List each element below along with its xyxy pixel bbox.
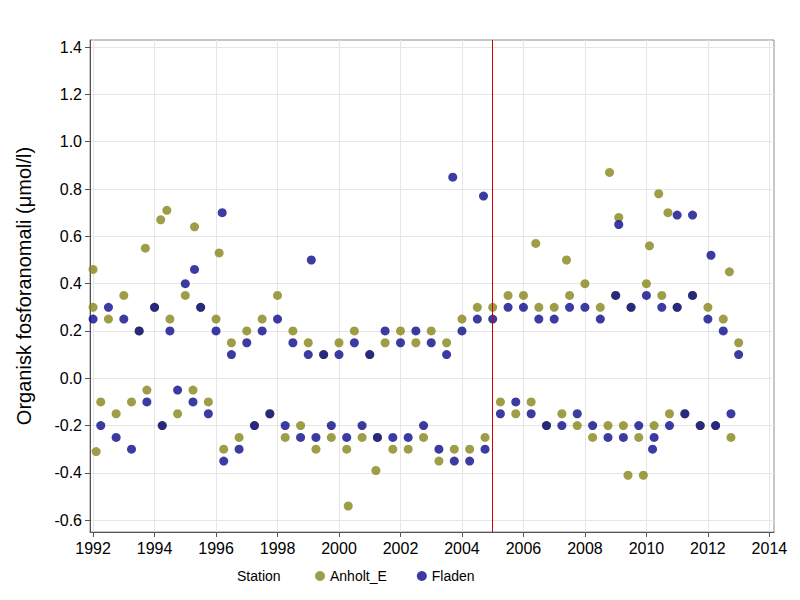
svg-text:2004: 2004 [444,540,480,557]
svg-text:Organisk fosforanomali (μmol/l: Organisk fosforanomali (μmol/l) [13,147,35,425]
svg-text:2014: 2014 [752,540,788,557]
svg-text:2010: 2010 [629,540,665,557]
svg-text:0.4: 0.4 [60,275,82,292]
svg-text:-0.2: -0.2 [54,417,82,434]
svg-text:2000: 2000 [321,540,357,557]
svg-text:Anholt_E: Anholt_E [330,568,387,584]
svg-text:1.4: 1.4 [60,39,82,56]
svg-text:0.8: 0.8 [60,181,82,198]
svg-text:2002: 2002 [383,540,419,557]
svg-text:0.0: 0.0 [60,370,82,387]
svg-text:1992: 1992 [75,540,111,557]
svg-text:Station: Station [237,568,281,584]
svg-text:-0.4: -0.4 [54,464,82,481]
svg-text:2012: 2012 [690,540,726,557]
svg-text:-0.6: -0.6 [54,512,82,529]
svg-text:Fladen: Fladen [432,568,475,584]
svg-text:1998: 1998 [260,540,296,557]
svg-text:2008: 2008 [567,540,603,557]
svg-text:1996: 1996 [198,540,234,557]
svg-text:1.0: 1.0 [60,133,82,150]
svg-text:0.6: 0.6 [60,228,82,245]
svg-text:1.2: 1.2 [60,86,82,103]
svg-text:2006: 2006 [506,540,542,557]
svg-text:1994: 1994 [137,540,173,557]
svg-text:0.2: 0.2 [60,322,82,339]
